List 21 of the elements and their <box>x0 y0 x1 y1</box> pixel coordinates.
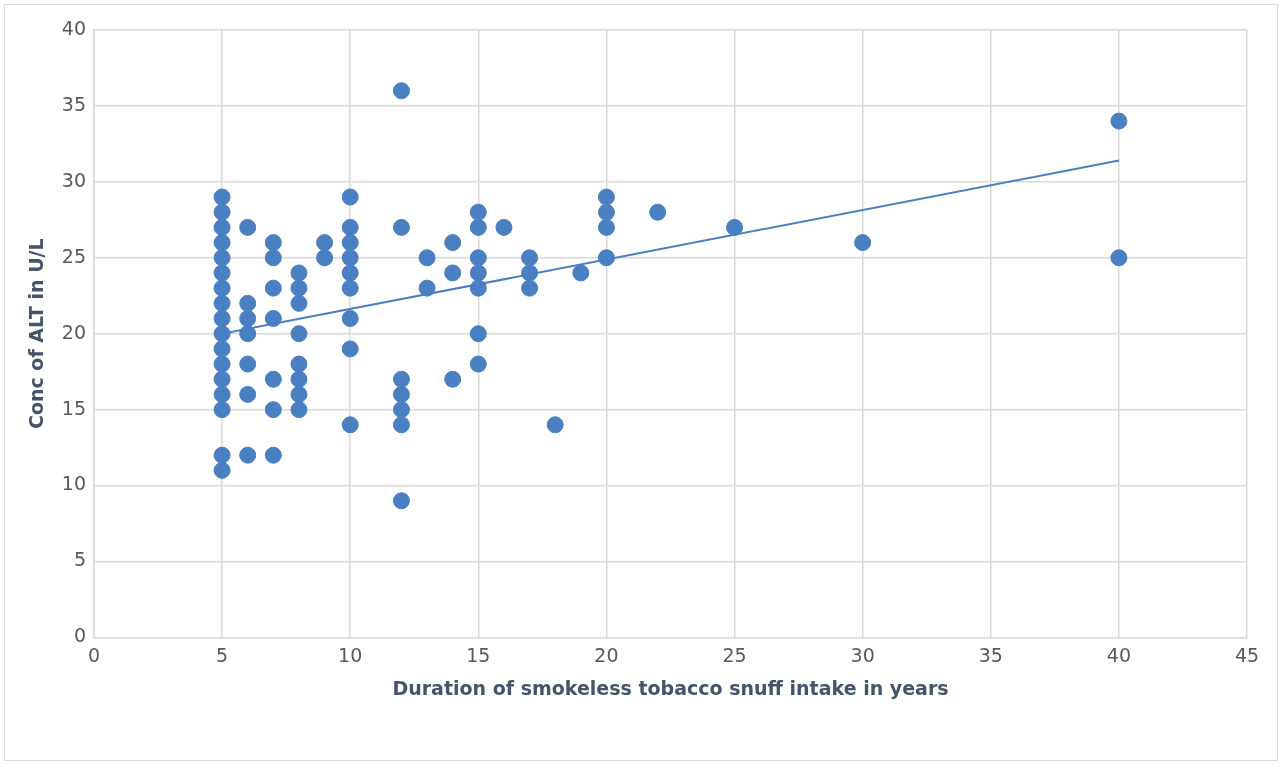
x-tick-label: 20 <box>594 643 619 666</box>
y-tick-label: 30 <box>61 168 86 191</box>
x-axis-title: Duration of smokeless tobacco snuff intake in years <box>392 676 949 699</box>
y-tick-label: 10 <box>61 472 86 495</box>
y-tick-label: 5 <box>73 548 86 571</box>
y-tick-label: 0 <box>73 624 86 647</box>
y-tick-label: 25 <box>61 244 86 267</box>
y-tick-label: 35 <box>61 92 86 115</box>
x-tick-label: 10 <box>338 643 363 666</box>
x-tick-label: 35 <box>978 643 1003 666</box>
x-tick-label: 25 <box>722 643 747 666</box>
y-axis-title: Conc of ALT in U/L <box>25 238 48 430</box>
x-tick-label: 30 <box>850 643 875 666</box>
x-tick-label: 5 <box>216 643 229 666</box>
x-tick-label: 15 <box>466 643 491 666</box>
y-tick-label: 40 <box>61 16 86 39</box>
x-tick-label: 45 <box>1234 643 1260 666</box>
x-tick-label: 40 <box>1106 643 1131 666</box>
x-tick-label: 0 <box>87 643 101 666</box>
y-tick-label: 15 <box>61 396 86 419</box>
y-tick-label: 20 <box>61 320 86 343</box>
